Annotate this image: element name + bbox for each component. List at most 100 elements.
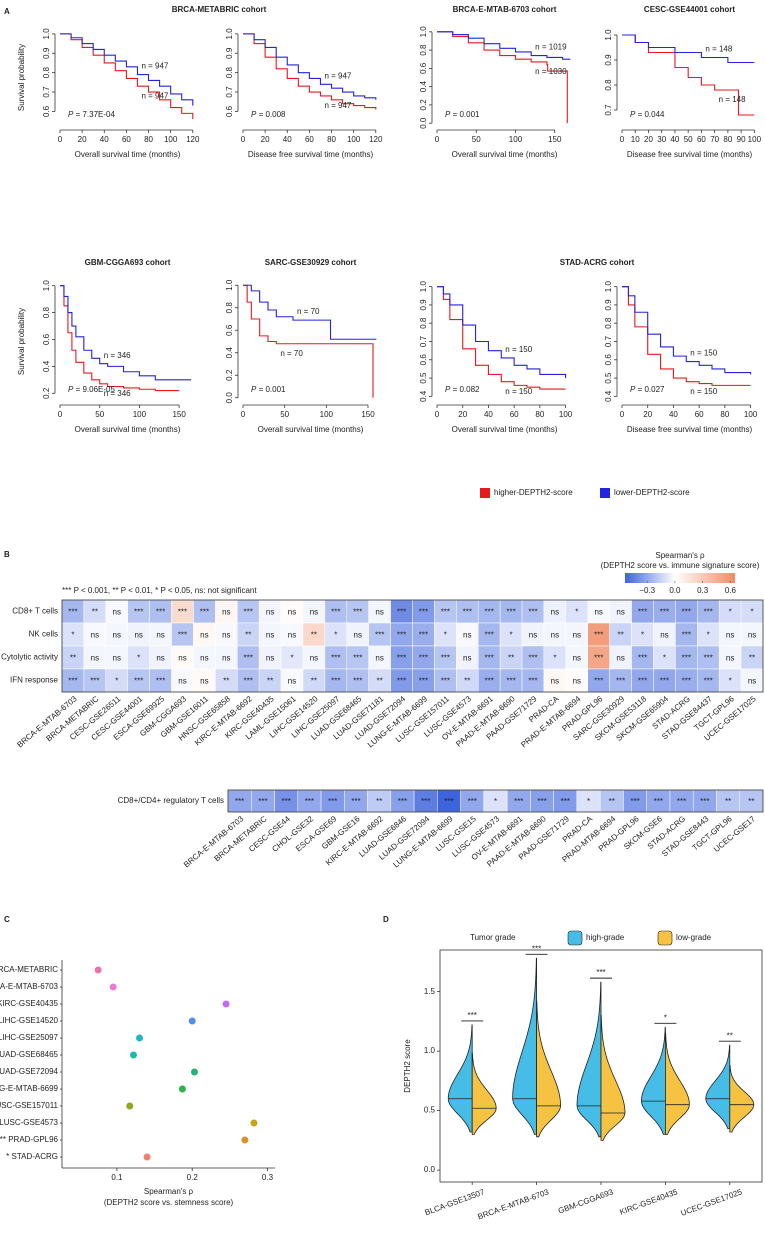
colorbar-tick-label: 0.0 [669, 586, 681, 595]
survival-curve [622, 34, 755, 64]
y-tick-label: 0.9 [42, 47, 51, 59]
n-label: n = 1019 [535, 43, 567, 52]
y-tick-label: 0.7 [225, 86, 234, 98]
x-tick-label: 0 [241, 135, 246, 144]
x-tick-label: 80 [144, 135, 153, 144]
cell-label: *** [528, 654, 537, 663]
cell-label: *** [353, 677, 362, 686]
n-label: n = 150 [505, 345, 532, 354]
cell-label: *** [156, 608, 165, 617]
chart-title: BRCA-E-MTAB-6703 cohort [453, 5, 557, 14]
y-tick-label: 0.6 [42, 333, 51, 345]
cell-label: *** [244, 654, 253, 663]
cell-label: * [729, 608, 732, 617]
y-tick-label: 0.8 [225, 302, 234, 314]
violin-half [729, 1065, 755, 1133]
cell-label: *** [134, 608, 143, 617]
colorbar-tick-label: −0.3 [639, 586, 655, 595]
cell-label: *** [421, 797, 430, 806]
cell-label: *** [90, 677, 99, 686]
p-text: = 0.001 [256, 385, 286, 394]
x-axis-label: Overall survival time (months) [452, 150, 558, 159]
cell-label: *** [235, 797, 244, 806]
y-tick-label: 1.0 [225, 28, 234, 40]
cell-label: *** [638, 654, 647, 663]
cell-label: ns [375, 654, 383, 663]
dot [94, 966, 102, 974]
cell-label: ** [725, 797, 731, 806]
y-tick-label: 0.6 [604, 354, 613, 366]
p-symbol: P [445, 385, 451, 394]
dot [109, 983, 117, 991]
cell-label: ns [222, 631, 230, 640]
x-tick-label: 10 [631, 135, 640, 144]
n-label: n = 346 [104, 351, 131, 360]
cell-label: *** [537, 797, 546, 806]
cell-label: *** [682, 631, 691, 640]
cell-label: *** [331, 677, 340, 686]
cell-label: ** [377, 677, 383, 686]
cell-label: ns [113, 654, 121, 663]
y-tick-label: 0.8 [225, 67, 234, 79]
y-tick-label: 0.2 [419, 99, 428, 111]
cell-label: ns [529, 631, 537, 640]
dot [190, 1068, 198, 1076]
y-tick-label: 0.0 [225, 392, 234, 404]
cell-label: *** [156, 677, 165, 686]
x-tick-label: 40 [669, 410, 678, 419]
cell-label: ns [178, 654, 186, 663]
cell-label: *** [178, 631, 187, 640]
cell-label: ** [92, 608, 98, 617]
cell-label: * [334, 631, 337, 640]
panel-letter: C [4, 915, 10, 924]
significance-label: *** [468, 1011, 477, 1020]
cell-label: *** [444, 797, 453, 806]
p-text: = 7.37E-04 [73, 110, 115, 119]
y-tick-label: 0.0 [419, 117, 428, 129]
cell-label: ns [660, 631, 668, 640]
y-tick-label: *** PRAD-GPL96 [0, 1135, 59, 1144]
x-tick-label: 0 [620, 410, 625, 419]
significance-label: * [664, 1013, 667, 1022]
cell-label: ns [266, 654, 274, 663]
legend-title: Tumor grade [470, 933, 516, 942]
x-tick-label: 50 [684, 135, 693, 144]
row-label: Cytolytic activity [1, 653, 58, 662]
y-tick-label: 0.9 [604, 54, 613, 66]
cell-label: *** [419, 654, 428, 663]
cell-label: * [510, 631, 513, 640]
n-label: n = 150 [690, 349, 717, 358]
cell-label: *** [700, 797, 709, 806]
x-tick-label: UCEC-GSE17025 [680, 1187, 744, 1218]
cell-label: *** [441, 654, 450, 663]
cell-label: ns [113, 608, 121, 617]
p-text: = 9.06E-05 [73, 385, 115, 394]
cell-label: ns [616, 608, 624, 617]
p-symbol: P [251, 110, 257, 119]
x-tick-label: 100 [164, 135, 178, 144]
y-tick-label: 0.6 [419, 354, 428, 366]
x-tick-label: 50 [280, 410, 289, 419]
survival-curve [60, 33, 194, 120]
row-label: IFN response [10, 676, 59, 685]
cell-label: *** [485, 608, 494, 617]
x-tick-label: 0.3 [262, 1173, 274, 1182]
cell-label: ns [616, 654, 624, 663]
x-tick-label: 60 [695, 410, 704, 419]
cell-label: *** [441, 608, 450, 617]
n-label: n = 70 [280, 349, 303, 358]
y-tick-label: 0.4 [225, 347, 234, 359]
y-tick-label: 0.8 [604, 317, 613, 329]
cell-label: *** [677, 797, 686, 806]
legend-swatch [657, 930, 673, 946]
cell-label: *** [397, 677, 406, 686]
x-tick-label: 100 [320, 410, 334, 419]
colorbar-title: Spearman's ρ [655, 551, 705, 560]
cell-label: ns [551, 631, 559, 640]
cell-label: *** [704, 677, 713, 686]
violin-half [600, 1015, 626, 1141]
p-value: P = 0.082 [445, 385, 480, 394]
x-tick-label: 30 [657, 135, 666, 144]
n-label: n = 148 [705, 45, 732, 54]
